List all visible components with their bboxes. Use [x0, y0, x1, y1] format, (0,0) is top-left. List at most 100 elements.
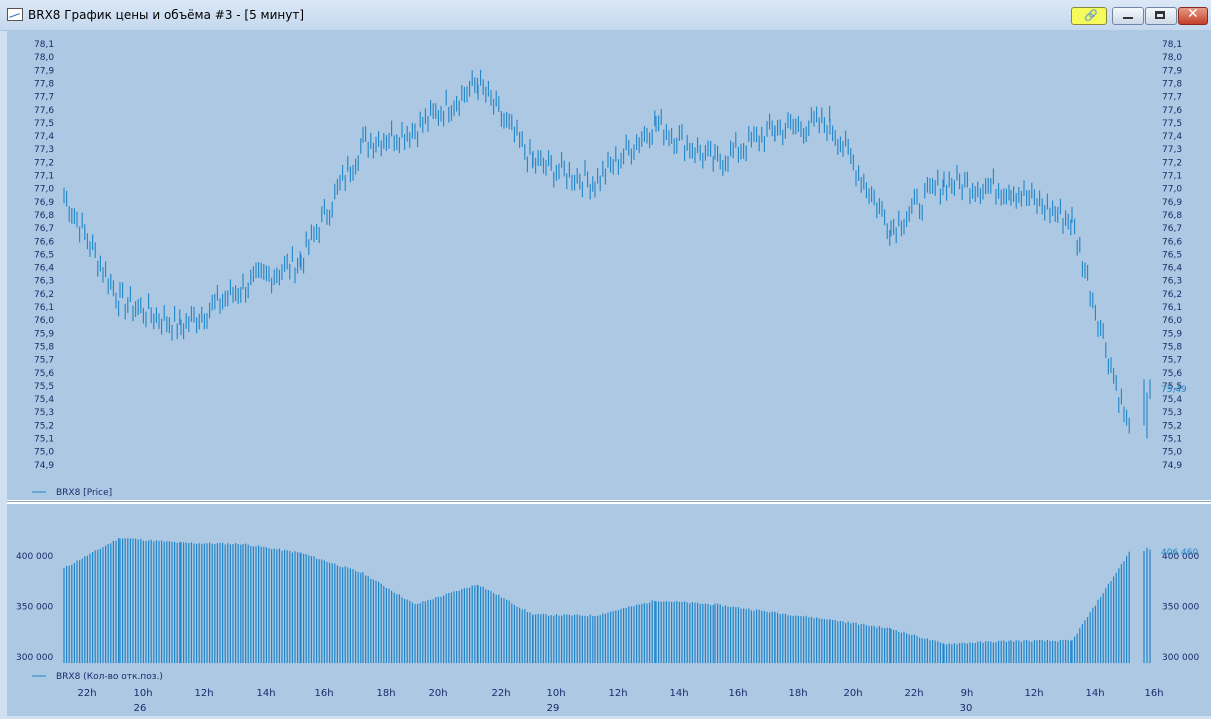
price-y-tick-left: 75,7	[34, 356, 54, 366]
day-label: 30	[960, 703, 973, 714]
time-tick-label: 10h	[546, 688, 565, 699]
price-y-tick-right: 76,3	[1162, 277, 1182, 287]
chart-area[interactable]: 78,1 78,1 78,0 78,0 77,9 77,9 77,8 77,8 77,7 77,7…	[0, 30, 1211, 719]
price-y-tick-left: 77,1	[34, 172, 54, 182]
price-y-tick-right: 77,3	[1162, 145, 1182, 155]
price-y-tick-right: 75,5	[1162, 382, 1182, 392]
time-tick-label: 12h	[194, 688, 213, 699]
close-button[interactable]: ✕	[1178, 6, 1208, 25]
oi-y-tick-left: 400 000	[16, 552, 53, 562]
time-tick-label: 22h	[77, 688, 96, 699]
price-y-tick-left: 76,4	[34, 264, 54, 274]
price-y-tick-right: 75,2	[1162, 421, 1182, 431]
price-y-tick-right: 74,9	[1162, 461, 1182, 471]
maximize-icon	[1155, 11, 1165, 19]
price-y-tick-left: 77,5	[34, 119, 54, 129]
price-y-tick-left: 77,4	[34, 132, 54, 142]
price-y-tick-left: 75,1	[34, 435, 54, 445]
price-y-tick-left: 76,6	[34, 237, 54, 247]
price-y-tick-left: 76,9	[34, 198, 54, 208]
price-y-tick-right: 75,7	[1162, 356, 1182, 366]
time-tick-label: 9h	[961, 688, 974, 699]
price-y-tick-left: 75,5	[34, 382, 54, 392]
oi-y-axis: 400 000 400 000 350 000 350 000 300 000 300 0…	[16, 552, 1199, 663]
oi-y-tick-right: 350 000	[1162, 603, 1199, 613]
time-tick-label: 18h	[788, 688, 807, 699]
link-icon: 🔗	[1084, 9, 1098, 22]
time-tick-label: 12h	[1024, 688, 1043, 699]
price-y-tick-left: 77,6	[34, 106, 54, 116]
price-y-tick-left: 75,4	[34, 395, 54, 405]
price-y-tick-right: 77,6	[1162, 106, 1182, 116]
price-y-tick-right: 77,9	[1162, 66, 1182, 76]
oi-last-value: 406 460	[1161, 548, 1198, 558]
price-y-tick-left: 77,2	[34, 158, 54, 168]
price-y-tick-right: 75,3	[1162, 408, 1182, 418]
price-y-tick-right: 76,7	[1162, 224, 1182, 234]
price-y-tick-right: 77,2	[1162, 158, 1182, 168]
price-y-tick-left: 75,6	[34, 369, 54, 379]
link-button[interactable]: 🔗	[1071, 7, 1107, 25]
maximize-button[interactable]	[1145, 7, 1177, 25]
price-y-tick-right: 77,0	[1162, 185, 1182, 195]
price-y-tick-left: 75,8	[34, 342, 54, 352]
time-tick-label: 14h	[1085, 688, 1104, 699]
price-y-tick-right: 77,8	[1162, 79, 1182, 89]
price-y-tick-right: 76,1	[1162, 303, 1182, 313]
time-tick-label: 12h	[608, 688, 627, 699]
price-y-tick-left: 76,8	[34, 211, 54, 221]
price-series	[63, 69, 1151, 439]
oi-panel-bg	[7, 504, 1211, 716]
time-tick-label: 10h	[133, 688, 152, 699]
price-y-tick-left: 75,0	[34, 448, 54, 458]
oi-legend-label: BRX8 (Кол-во отк.поз.)	[56, 672, 163, 682]
time-tick-label: 22h	[904, 688, 923, 699]
price-y-tick-left: 78,0	[34, 53, 54, 63]
time-tick-label: 14h	[669, 688, 688, 699]
price-y-tick-left: 75,9	[34, 329, 54, 339]
oi-y-tick-right: 300 000	[1162, 653, 1199, 663]
time-tick-label: 22h	[491, 688, 510, 699]
price-y-tick-left: 77,0	[34, 185, 54, 195]
price-y-tick-left: 76,1	[34, 303, 54, 313]
window-title: BRX8 График цены и объёма #3 - [5 минут]	[28, 8, 305, 22]
close-icon: ✕	[1187, 6, 1199, 22]
price-y-tick-left: 78,1	[34, 40, 54, 50]
price-y-tick-right: 76,5	[1162, 250, 1182, 260]
price-y-tick-left: 76,3	[34, 277, 54, 287]
time-tick-label: 20h	[428, 688, 447, 699]
oi-y-tick-left: 300 000	[16, 653, 53, 663]
minimize-icon	[1123, 17, 1133, 19]
price-y-tick-left: 74,9	[34, 461, 54, 471]
price-y-tick-right: 75,9	[1162, 329, 1182, 339]
price-y-tick-right: 75,0	[1162, 448, 1182, 458]
price-last-value: 75,49	[1161, 385, 1187, 395]
time-tick-label: 16h	[314, 688, 333, 699]
time-tick-label: 14h	[256, 688, 275, 699]
price-y-tick-right: 76,8	[1162, 211, 1182, 221]
time-tick-label: 18h	[376, 688, 395, 699]
price-y-tick-right: 77,1	[1162, 172, 1182, 182]
price-y-tick-right: 75,4	[1162, 395, 1182, 405]
price-y-tick-right: 78,1	[1162, 40, 1182, 50]
price-panel-bg	[7, 30, 1211, 500]
price-y-tick-left: 77,7	[34, 93, 54, 103]
price-y-tick-right: 75,6	[1162, 369, 1182, 379]
price-y-tick-right: 77,4	[1162, 132, 1182, 142]
oi-y-tick-left: 350 000	[16, 603, 53, 613]
price-legend-label: BRX8 [Price]	[56, 488, 112, 498]
title-bar[interactable]: BRX8 График цены и объёма #3 - [5 минут]…	[0, 0, 1211, 31]
price-y-tick-left: 75,2	[34, 421, 54, 431]
price-y-tick-right: 78,0	[1162, 53, 1182, 63]
price-y-tick-right: 77,5	[1162, 119, 1182, 129]
oi-y-tick-right: 400 000	[1162, 552, 1199, 562]
price-y-tick-left: 77,3	[34, 145, 54, 155]
price-y-tick-right: 76,0	[1162, 316, 1182, 326]
price-y-tick-right: 76,2	[1162, 290, 1182, 300]
price-y-tick-left: 76,7	[34, 224, 54, 234]
price-y-tick-left: 76,5	[34, 250, 54, 260]
price-y-tick-left: 75,3	[34, 408, 54, 418]
time-tick-label: 16h	[1144, 688, 1163, 699]
minimize-button[interactable]	[1112, 7, 1144, 25]
